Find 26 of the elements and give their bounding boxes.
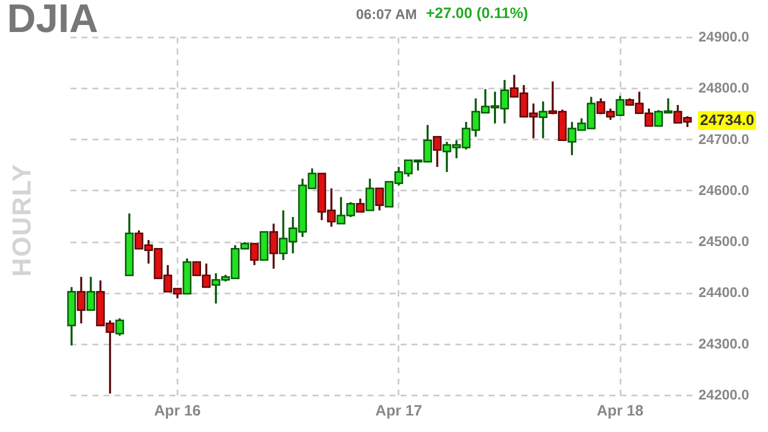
text: +27.00 (0.11%) <box>426 5 528 22</box>
candlestick <box>616 94 624 116</box>
candlestick <box>269 222 278 270</box>
y-tick-label: 24800.0 <box>698 80 750 96</box>
y-tick-label: 24300.0 <box>698 335 750 352</box>
candlestick <box>250 242 259 266</box>
x-tick-label: Apr 18 <box>596 402 644 420</box>
candlestick <box>375 187 384 212</box>
candlestick <box>86 276 96 312</box>
chart-title: DJIA <box>7 0 98 41</box>
y-tick-label: 24900.0 <box>698 28 750 44</box>
candlestick <box>356 198 365 213</box>
y-tick-label: 24500.0 <box>698 233 750 250</box>
y-tick-label: 24600.0 <box>698 182 750 198</box>
candlestick <box>432 136 442 168</box>
y-tick-label: 24700.0 <box>698 130 750 147</box>
y-tick-label: 24400.0 <box>698 284 750 300</box>
candlestick <box>76 276 86 324</box>
x-tick-label: Apr 16 <box>154 402 201 420</box>
text: 24734.0 <box>698 111 756 130</box>
candlestick <box>366 178 374 212</box>
x-tick-label: Apr 17 <box>375 402 422 420</box>
candlestick <box>538 100 548 140</box>
y-tick-label: 24200.0 <box>698 386 750 402</box>
text: 06:07 AM <box>356 6 417 22</box>
candlestick <box>115 317 124 337</box>
